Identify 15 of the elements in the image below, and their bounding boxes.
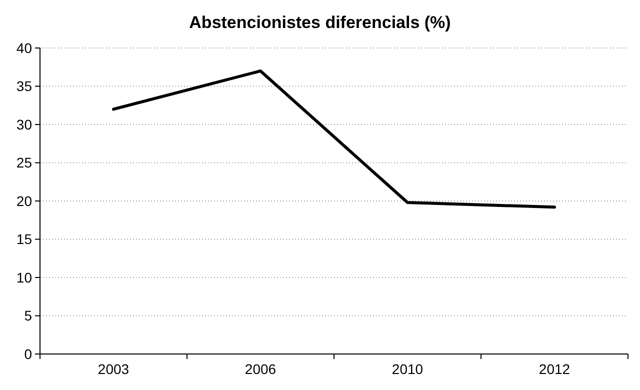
y-tick-label: 20 [16, 192, 32, 209]
x-tick-label: 2010 [392, 361, 424, 377]
y-tick-label: 15 [16, 231, 32, 248]
chart-title: Abstencionistes diferencials (%) [189, 13, 451, 32]
x-tick-label: 2006 [244, 361, 276, 377]
y-tick-label: 5 [24, 308, 32, 324]
x-tick-label: 2012 [538, 361, 570, 377]
line-series [112, 69, 556, 209]
y-tick-label: 30 [16, 116, 32, 132]
y-tick-label: 25 [16, 154, 32, 171]
y-tick-label: 35 [16, 78, 32, 94]
y-tick-label: 40 [16, 40, 32, 56]
x-tick-label: 2003 [98, 361, 130, 377]
y-tick-label: 10 [16, 269, 32, 286]
y-tick-label: 0 [24, 346, 32, 362]
